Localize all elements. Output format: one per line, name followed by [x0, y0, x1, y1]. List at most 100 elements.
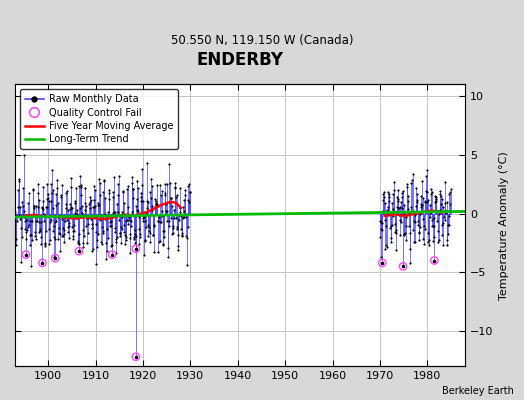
Point	[387, 239, 395, 246]
Point	[24, 224, 32, 230]
Point	[417, 203, 425, 210]
Point	[128, 180, 136, 187]
Point	[178, 233, 186, 239]
Point	[416, 224, 424, 230]
Point	[35, 229, 43, 235]
Point	[439, 220, 447, 227]
Point	[389, 179, 398, 185]
Point	[408, 177, 417, 184]
Point	[138, 182, 146, 188]
Point	[403, 184, 411, 190]
Point	[119, 189, 127, 196]
Point	[381, 242, 390, 248]
Point	[28, 212, 37, 218]
Point	[158, 188, 166, 194]
Point	[147, 176, 156, 182]
Point	[154, 218, 162, 224]
Point	[105, 195, 114, 202]
Point	[413, 198, 421, 205]
Point	[417, 192, 425, 199]
Point	[174, 242, 182, 249]
Point	[92, 228, 100, 235]
Point	[47, 198, 56, 204]
Point	[35, 219, 43, 225]
Point	[104, 235, 112, 242]
Point	[77, 191, 85, 198]
Point	[37, 240, 45, 247]
Point	[19, 184, 27, 191]
Point	[428, 188, 436, 195]
Point	[39, 184, 47, 190]
Point	[430, 257, 439, 264]
Point	[69, 232, 77, 239]
Point	[175, 212, 183, 218]
Point	[93, 237, 101, 244]
Point	[384, 204, 392, 210]
Point	[398, 194, 407, 200]
Point	[22, 235, 30, 242]
Point	[424, 230, 433, 236]
Point	[45, 197, 53, 204]
Point	[442, 207, 450, 214]
Point	[59, 232, 67, 239]
Point	[99, 189, 107, 195]
Point	[431, 196, 440, 203]
Point	[133, 207, 141, 213]
Point	[32, 218, 41, 224]
Point	[51, 236, 59, 242]
Point	[61, 218, 69, 224]
Point	[51, 219, 59, 226]
Point	[112, 250, 120, 256]
Point	[114, 180, 122, 187]
Point	[22, 214, 30, 220]
Point	[421, 199, 430, 205]
Point	[146, 230, 154, 236]
Point	[84, 230, 93, 237]
Point	[76, 173, 84, 180]
Point	[438, 232, 446, 239]
Point	[159, 242, 167, 248]
Point	[128, 174, 136, 180]
Point	[111, 224, 119, 231]
Point	[138, 198, 147, 204]
Point	[162, 201, 170, 207]
Point	[96, 216, 104, 223]
Point	[168, 230, 177, 236]
Point	[426, 202, 434, 208]
Point	[48, 187, 57, 193]
Point	[402, 214, 411, 220]
Point	[393, 194, 401, 200]
Point	[413, 218, 422, 225]
Point	[150, 222, 159, 228]
Point	[43, 191, 52, 198]
Point	[74, 240, 82, 247]
Point	[106, 219, 114, 226]
Point	[411, 212, 420, 218]
Point	[101, 211, 109, 217]
Point	[85, 214, 93, 220]
Point	[184, 199, 193, 205]
Point	[107, 223, 116, 230]
Point	[18, 212, 27, 218]
Point	[53, 214, 62, 220]
Point	[114, 192, 123, 198]
Point	[443, 241, 452, 248]
Point	[25, 190, 33, 196]
Point	[115, 217, 124, 224]
Point	[161, 190, 169, 196]
Point	[68, 223, 77, 230]
Point	[378, 219, 386, 226]
Point	[64, 220, 73, 226]
Point	[182, 214, 190, 220]
Point	[56, 248, 64, 254]
Point	[100, 178, 108, 184]
Point	[155, 214, 163, 220]
Point	[91, 203, 100, 209]
Point	[408, 210, 416, 216]
Point	[89, 246, 97, 252]
Point	[56, 211, 64, 218]
Point	[86, 205, 95, 211]
Point	[136, 234, 145, 240]
Point	[414, 230, 423, 236]
Point	[162, 181, 171, 187]
